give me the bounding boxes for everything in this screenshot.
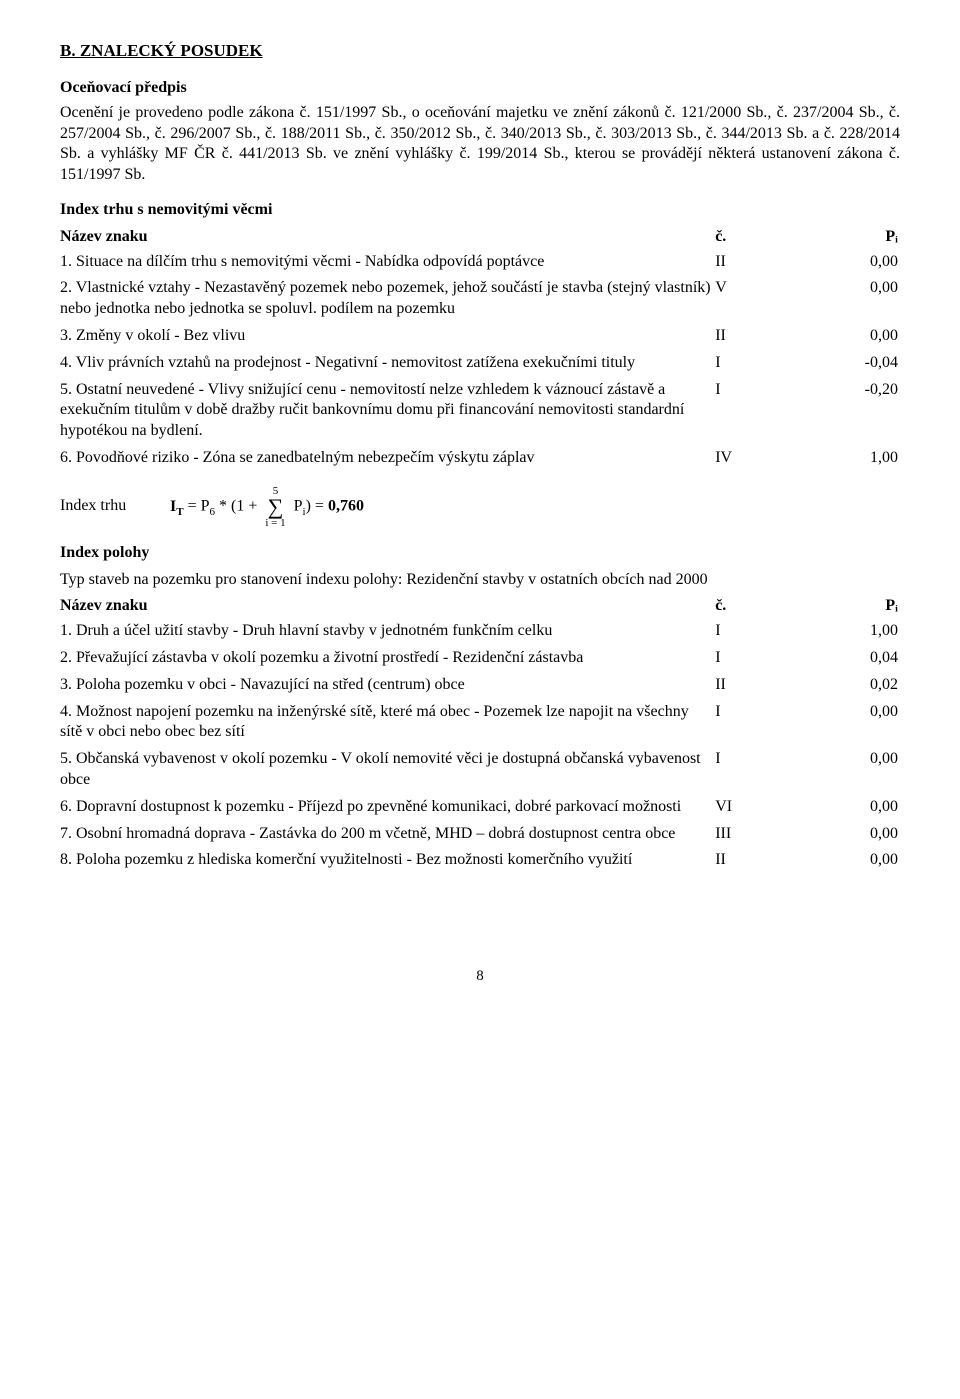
row-val: 0,00: [799, 749, 900, 797]
sigma-icon: 5 ∑ i = 1: [265, 485, 285, 529]
table-row: 6. Povodňové riziko - Zóna se zanedbatel…: [60, 448, 900, 475]
row-name: 6. Dopravní dostupnost k pozemku - Příje…: [60, 797, 715, 824]
table-row: 7. Osobní hromadná doprava - Zastávka do…: [60, 824, 900, 851]
row-mark: III: [715, 824, 799, 851]
row-val: 0,00: [799, 797, 900, 824]
table-row: 2. Převažující zástavba v okolí pozemku …: [60, 648, 900, 675]
row-mark: VI: [715, 797, 799, 824]
row-val: 0,00: [799, 850, 900, 877]
row-name: 2. Vlastnické vztahy - Nezastavěný pozem…: [60, 278, 715, 326]
table-header-row: Název znaku č. Pᵢ: [60, 227, 900, 252]
row-val: 0,02: [799, 675, 900, 702]
table-row: 4. Vliv právních vztahů na prodejnost - …: [60, 353, 900, 380]
row-val: -0,20: [799, 380, 900, 448]
table-row: 3. Poloha pozemku v obci - Navazující na…: [60, 675, 900, 702]
col-name-header: Název znaku: [60, 596, 715, 621]
row-mark: II: [715, 326, 799, 353]
table-section2: Název znaku č. Pᵢ 1. Druh a účel užití s…: [60, 596, 900, 877]
col-val-header: Pᵢ: [799, 227, 900, 252]
row-name: 3. Poloha pozemku v obci - Navazující na…: [60, 675, 715, 702]
col-name-header: Název znaku: [60, 227, 715, 252]
table-row: 4. Možnost napojení pozemku na inženýrsk…: [60, 702, 900, 750]
section2-heading: Index polohy: [60, 543, 900, 564]
table-header-row: Název znaku č. Pᵢ: [60, 596, 900, 621]
table-row: 8. Poloha pozemku z hlediska komerční vy…: [60, 850, 900, 877]
row-mark: I: [715, 380, 799, 448]
row-name: 1. Druh a účel užití stavby - Druh hlavn…: [60, 621, 715, 648]
row-mark: V: [715, 278, 799, 326]
row-val: 0,00: [799, 252, 900, 279]
row-val: -0,04: [799, 353, 900, 380]
formula-block: Index trhu IT = P6 * (1 + 5 ∑ i = 1 Pi) …: [60, 485, 900, 529]
intro-paragraph: Ocenění je provedeno podle zákona č. 151…: [60, 103, 900, 186]
row-val: 1,00: [799, 448, 900, 475]
col-mark-header: č.: [715, 227, 799, 252]
section2-lead: Typ staveb na pozemku pro stanovení inde…: [60, 570, 900, 591]
table-row: 1. Druh a účel užití stavby - Druh hlavn…: [60, 621, 900, 648]
row-val: 0,00: [799, 702, 900, 750]
table-row: 6. Dopravní dostupnost k pozemku - Příje…: [60, 797, 900, 824]
table-row: 1. Situace na dílčím trhu s nemovitými v…: [60, 252, 900, 279]
row-name: 1. Situace na dílčím trhu s nemovitými v…: [60, 252, 715, 279]
row-val: 0,04: [799, 648, 900, 675]
row-mark: II: [715, 850, 799, 877]
row-name: 2. Převažující zástavba v okolí pozemku …: [60, 648, 715, 675]
col-mark-header: č.: [715, 596, 799, 621]
table-row: 2. Vlastnické vztahy - Nezastavěný pozem…: [60, 278, 900, 326]
formula-body: IT = P6 * (1 + 5 ∑ i = 1 Pi) = 0,760: [170, 485, 364, 529]
formula-result: 0,760: [328, 498, 364, 515]
row-mark: I: [715, 621, 799, 648]
page-number: 8: [60, 967, 900, 987]
table-row: 5. Ostatní neuvedené - Vlivy snižující c…: [60, 380, 900, 448]
table-section1: Název znaku č. Pᵢ 1. Situace na dílčím t…: [60, 227, 900, 475]
row-name: 3. Změny v okolí - Bez vlivu: [60, 326, 715, 353]
col-val-header: Pᵢ: [799, 596, 900, 621]
table-row: 5. Občanská vybavenost v okolí pozemku -…: [60, 749, 900, 797]
row-mark: IV: [715, 448, 799, 475]
row-val: 0,00: [799, 278, 900, 326]
row-name: 4. Možnost napojení pozemku na inženýrsk…: [60, 702, 715, 750]
row-mark: II: [715, 675, 799, 702]
row-name: 5. Občanská vybavenost v okolí pozemku -…: [60, 749, 715, 797]
row-val: 0,00: [799, 824, 900, 851]
row-name: 8. Poloha pozemku z hlediska komerční vy…: [60, 850, 715, 877]
row-name: 7. Osobní hromadná doprava - Zastávka do…: [60, 824, 715, 851]
row-mark: II: [715, 252, 799, 279]
row-mark: I: [715, 702, 799, 750]
formula-label: Index trhu: [60, 496, 150, 517]
row-mark: I: [715, 353, 799, 380]
row-name: 5. Ostatní neuvedené - Vlivy snižující c…: [60, 380, 715, 448]
row-val: 0,00: [799, 326, 900, 353]
section1-heading: Index trhu s nemovitými věcmi: [60, 200, 900, 221]
row-name: 6. Povodňové riziko - Zóna se zanedbatel…: [60, 448, 715, 475]
row-val: 1,00: [799, 621, 900, 648]
table-row: 3. Změny v okolí - Bez vlivu II 0,00: [60, 326, 900, 353]
row-name: 4. Vliv právních vztahů na prodejnost - …: [60, 353, 715, 380]
page-title: B. ZNALECKÝ POSUDEK: [60, 40, 900, 62]
subtitle: Oceňovací předpis: [60, 78, 900, 99]
row-mark: I: [715, 749, 799, 797]
row-mark: I: [715, 648, 799, 675]
